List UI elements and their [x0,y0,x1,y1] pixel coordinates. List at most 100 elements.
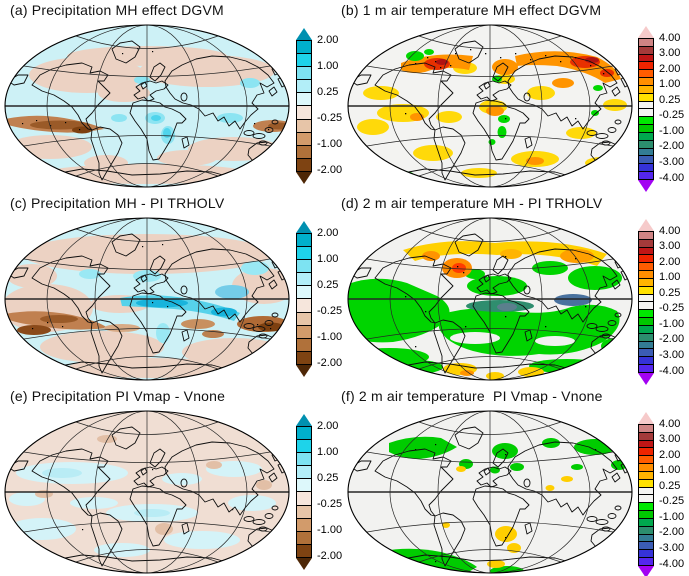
colorbar-arrow-down-icon [638,373,654,385]
colorbar-tick-label: -1.00 [317,330,343,343]
colorbar-body [638,38,654,180]
colorbar-cell [639,117,653,126]
colorbar-cell [639,78,653,86]
colorbar-cell [297,299,311,313]
colorbar-cell [639,440,653,449]
colorbar-cell [297,247,311,261]
panel-f-title: (f) 2 m air temperature PI Vmap - Vnone [341,388,603,404]
panel-e: (e) Precipitation PI Vmap - Vnone [0,386,348,576]
panel-b: (b) 1 m air temperature MH effect DGVM [341,0,689,192]
colorbar-cell [639,456,653,465]
colorbar-tick-label: -4.00 [659,557,685,570]
colorbar-tick-label: 1.00 [317,252,339,265]
colorbar-cell [297,158,311,171]
colorbar-tick-label: -4.00 [659,171,685,184]
colorbar-cell [297,234,311,248]
colorbar-cell [639,333,653,342]
colorbar-arrow-up-icon [638,412,654,424]
map-b [345,23,635,189]
colorbar-cell [639,310,653,319]
colorbar-cell [639,503,653,512]
colorbar-tick-label: -0.25 [317,497,343,510]
map-c-svg [4,217,290,381]
colorbar-cell [639,542,653,551]
colorbar-cell [297,479,311,493]
colorbar-a: 2.00 1.00 0.25 -0.25 -1.00 -2.00 [296,28,342,184]
colorbar-cell [639,132,653,141]
colorbar-cell [297,466,311,480]
colorbar-cell [639,232,653,240]
colorbar-arrow-up-icon [638,26,654,38]
colorbar-tick-label: -1.00 [659,317,685,330]
colorbar-cell [639,286,653,295]
panel-b-title: (b) 1 m air temperature MH effect DGVM [341,2,602,18]
colorbar-cell [639,39,653,47]
colorbar-cell [297,544,311,557]
colorbar-cell [639,46,653,55]
precip-anomaly-regions-a [5,46,289,184]
colorbar-cell [297,132,311,146]
map-a [2,23,292,189]
panel-c-title: (c) Precipitation MH - PI TRHOLV [10,195,225,211]
colorbar-cell [639,140,653,149]
colorbar-cell [639,93,653,102]
colorbar-tick-label: -2.00 [659,526,685,539]
colorbar-cell [297,145,311,159]
colorbar-tick-label: 0.25 [659,286,681,299]
colorbar-arrow-up-icon [296,28,312,40]
colorbar-cell [639,263,653,272]
colorbar-arrow-down-icon [296,365,312,377]
colorbar-tick-label: 1.00 [659,78,681,91]
colorbar-cell [297,106,311,120]
colorbar-tick-label: -2.00 [659,333,685,346]
colorbar-tick-label: -0.25 [317,304,343,317]
colorbar-tick-label: 0.25 [659,93,681,106]
colorbar-cell [639,349,653,358]
panel-a: (a) Precipitation MH effect DGVM [0,0,348,192]
colorbar-cell [297,325,311,339]
colorbar-cell [297,119,311,133]
colorbar-cell [639,487,653,496]
colorbar-tick-label: -0.25 [659,109,685,122]
colorbar-cell [639,294,653,303]
colorbar-e: 2.00 1.00 0.25 -0.25 -1.00 -2.00 [296,414,342,570]
temp-anomaly-regions-b [357,49,627,179]
colorbar-tick-label: 0.25 [317,85,339,98]
colorbar-cell [639,156,653,165]
colorbar-cell [639,550,653,559]
map-e-svg [4,410,290,574]
stipple-dots-b [405,49,605,120]
colorbar-cell [297,505,311,519]
colorbar-tick-label: 2.00 [317,226,339,239]
panel-d-title: (d) 2 m air temperature MH - PI TRHOLV [341,195,603,211]
colorbar-cell [639,534,653,543]
colorbar-tick-label: -0.25 [659,495,685,508]
colorbar-cell [297,260,311,274]
panel-c: (c) Precipitation MH - PI TRHOLV [0,193,348,385]
colorbar-tick-label: -3.00 [659,541,685,554]
colorbar-cell [297,531,311,545]
map-d [345,216,635,382]
colorbar-arrow-down-icon [296,558,312,570]
colorbar-cell [297,80,311,94]
colorbar-cell [297,518,311,532]
colorbar-tick-label: -2.00 [317,356,343,369]
colorbar-body [296,426,312,558]
panel-d: (d) 2 m air temperature MH - PI TRHOLV [341,193,689,385]
colorbar-cell [639,278,653,287]
colorbar-tick-label: -1.00 [659,510,685,523]
panel-a-title: (a) Precipitation MH effect DGVM [10,2,224,18]
colorbar-tick-label: -2.00 [659,140,685,153]
stipple-dots-e [82,469,234,531]
colorbar-tick-label: 2.00 [317,33,339,46]
colorbar-cell [297,67,311,81]
colorbar-cell [639,54,653,63]
colorbar-tick-label: 1.00 [317,445,339,458]
colorbar-cell [639,125,653,133]
colorbar-tick-label: 3.00 [659,47,681,60]
map-f-svg [347,410,633,574]
colorbar-cell [639,511,653,519]
colorbar-body [296,233,312,365]
colorbar-cell [639,357,653,366]
precip-anomaly-regions-e [8,435,276,557]
